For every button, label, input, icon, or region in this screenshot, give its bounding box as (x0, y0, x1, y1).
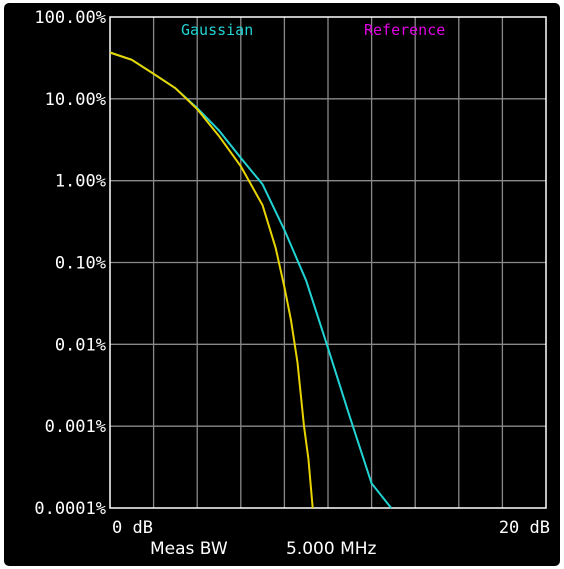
plot-frame (109, 16, 547, 509)
x-tick-label-max: 20 dB (499, 518, 550, 538)
y-tick-label: 0.0001% (34, 499, 106, 519)
measured-curve (109, 51, 314, 509)
y-tick-label: 0.01% (55, 335, 106, 355)
y-tick-label: 10.00% (45, 90, 106, 110)
series-curves (109, 51, 392, 509)
ccdf-plot-panel: 100.00% 10.00% 1.00% 0.10% 0.01% 0.001% 0.0001… (4, 3, 560, 566)
meas-bw-label: Meas BW (150, 539, 228, 559)
meas-bw-value: 5.000 MHz (286, 539, 377, 559)
y-tick-label: 0.10% (55, 254, 106, 274)
y-tick-label: 100.00% (34, 8, 106, 28)
x-tick-label-min: 0 dB (112, 518, 153, 538)
y-tick-labels: 100.00% 10.00% 1.00% 0.10% 0.01% 0.001% 0.0001… (34, 8, 106, 519)
ccdf-chart: 100.00% 10.00% 1.00% 0.10% 0.01% 0.001% 0.0001… (34, 8, 550, 559)
y-tick-label: 0.001% (45, 417, 106, 437)
y-tick-label: 1.00% (55, 172, 106, 192)
plot-grid (110, 17, 546, 508)
legend-gaussian: Gaussian (181, 21, 253, 39)
gaussian-curve (109, 51, 392, 509)
legend-reference: Reference (364, 21, 445, 39)
